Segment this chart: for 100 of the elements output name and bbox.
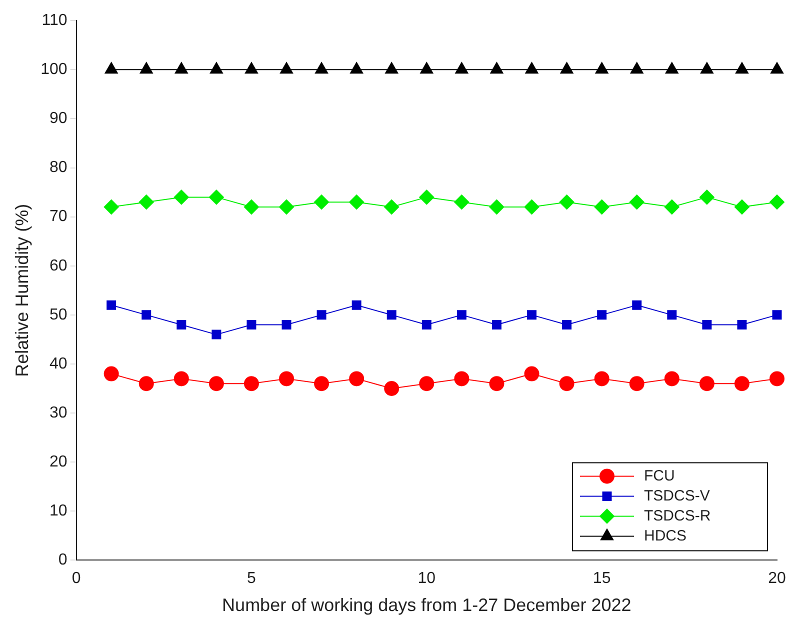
legend-label: HDCS [644,527,687,544]
point [770,371,784,386]
y-tick-label: 30 [50,404,68,422]
point [420,62,434,74]
point [630,62,644,74]
point [244,200,259,215]
y-tick-label: 70 [50,208,68,226]
point [422,320,432,330]
point [138,376,154,392]
point [280,62,294,74]
point [562,320,572,330]
point [279,371,294,386]
legend-label: TSDCS-V [644,487,710,504]
point [314,376,330,392]
point [350,62,364,74]
point [664,200,680,215]
y-tick-label: 110 [42,12,68,30]
point [629,194,644,210]
point [104,200,119,215]
point [770,194,784,210]
point [106,300,116,310]
point [597,310,607,320]
point [772,310,782,320]
point [314,194,330,210]
point [208,376,224,392]
point [384,200,400,215]
point [386,310,396,320]
y-tick-label: 50 [50,306,68,324]
point [524,366,540,382]
y-tick-label: 100 [40,61,68,78]
y-tick-label: 60 [50,257,68,274]
x-tick-label: 0 [72,570,81,588]
point [314,62,328,74]
point [384,381,400,396]
point [455,62,468,74]
point [734,200,750,215]
point [244,62,258,74]
y-tick-label: 40 [50,355,68,372]
x-tick-label: 10 [418,570,436,588]
y-tick-label: 80 [50,159,68,176]
point [489,376,504,392]
point [527,310,536,320]
point [210,62,223,74]
point [594,371,610,386]
point [560,62,574,74]
point [559,194,574,210]
y-tick-label: 90 [50,110,68,128]
point [174,371,189,386]
point [140,62,153,74]
point [246,320,256,330]
point [282,320,292,330]
point [632,300,642,310]
point [699,190,714,205]
point [524,200,540,215]
point [490,62,504,74]
point [142,310,152,320]
point [174,190,189,205]
point [138,194,154,210]
point [702,320,712,330]
point [629,376,644,392]
point [594,200,610,215]
point [419,190,434,205]
point [595,62,608,74]
point [349,371,364,386]
point [770,62,784,74]
point [208,190,224,205]
point [456,310,466,320]
point [559,376,574,392]
point [244,376,259,392]
point [492,320,502,330]
point [279,200,294,215]
point [735,62,749,74]
point [667,310,677,320]
point [174,62,188,74]
point [352,300,362,310]
point [734,376,750,392]
y-tick-label: 0 [58,552,68,569]
y-tick-label: 10 [50,502,68,520]
x-tick-label: 5 [247,570,256,588]
point [349,194,364,210]
y-axis-title: Relative Humidity (%) [12,204,32,377]
point [454,194,470,210]
point [664,371,680,386]
point [385,62,398,74]
point [700,62,714,74]
point [699,376,714,392]
point [489,200,504,215]
x-tick-label: 20 [768,570,786,588]
point [212,330,222,340]
point [737,320,747,330]
point [454,371,470,386]
legend-label: FCU [644,467,675,484]
legend-label: TSDCS-R [644,507,711,524]
point [665,62,678,74]
x-tick-label: 15 [592,570,611,588]
point [104,62,118,74]
point [419,376,434,392]
point [525,62,538,74]
point [316,310,326,320]
point [176,320,186,330]
